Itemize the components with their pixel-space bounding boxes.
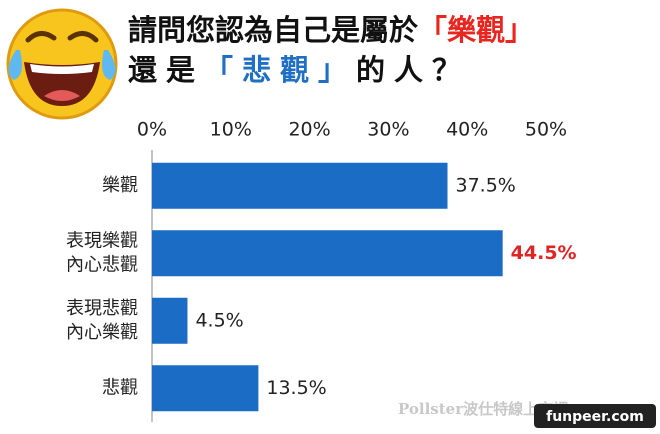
chart-title: 請問您認為自己是屬於「樂觀」 bbox=[128, 13, 534, 47]
title-part: 的人？ bbox=[356, 53, 470, 87]
value-label: 13.5% bbox=[266, 377, 326, 399]
value-label: 4.5% bbox=[195, 309, 243, 331]
value-label: 44.5% bbox=[511, 242, 577, 264]
y-tick-label: 表現悲觀 bbox=[66, 298, 138, 319]
watermark: Pollster波仕特線上市調 bbox=[398, 400, 568, 418]
title-part: 「悲觀」 bbox=[204, 53, 356, 87]
bar bbox=[152, 365, 259, 412]
y-tick-label: 悲觀 bbox=[102, 377, 138, 398]
x-tick-label: 30% bbox=[367, 119, 409, 141]
x-tick-label: 50% bbox=[525, 119, 567, 141]
y-tick-label: 內心悲觀 bbox=[66, 254, 138, 275]
watermark-box bbox=[534, 404, 656, 428]
title-part: 請問您認為自己是屬於 bbox=[128, 13, 419, 47]
bar bbox=[152, 230, 503, 277]
y-tick-label: 內心樂觀 bbox=[66, 322, 138, 343]
x-tick-label: 40% bbox=[446, 119, 488, 141]
title-part: 還是 bbox=[128, 53, 204, 87]
bar bbox=[152, 162, 448, 209]
y-tick-label: 樂觀 bbox=[102, 175, 138, 196]
value-label: 37.5% bbox=[456, 174, 516, 196]
x-tick-label: 10% bbox=[210, 119, 252, 141]
laughing-emoji bbox=[6, 8, 118, 120]
y-tick-label: 表現樂觀 bbox=[66, 230, 138, 251]
x-tick-label: 20% bbox=[288, 119, 330, 141]
chart-title: 還是「悲觀」的人？ bbox=[128, 53, 470, 87]
watermark: funpeer.com bbox=[546, 409, 644, 425]
bar bbox=[152, 297, 188, 344]
title-part: 「樂觀」 bbox=[418, 13, 534, 47]
x-tick-label: 0% bbox=[137, 119, 167, 141]
